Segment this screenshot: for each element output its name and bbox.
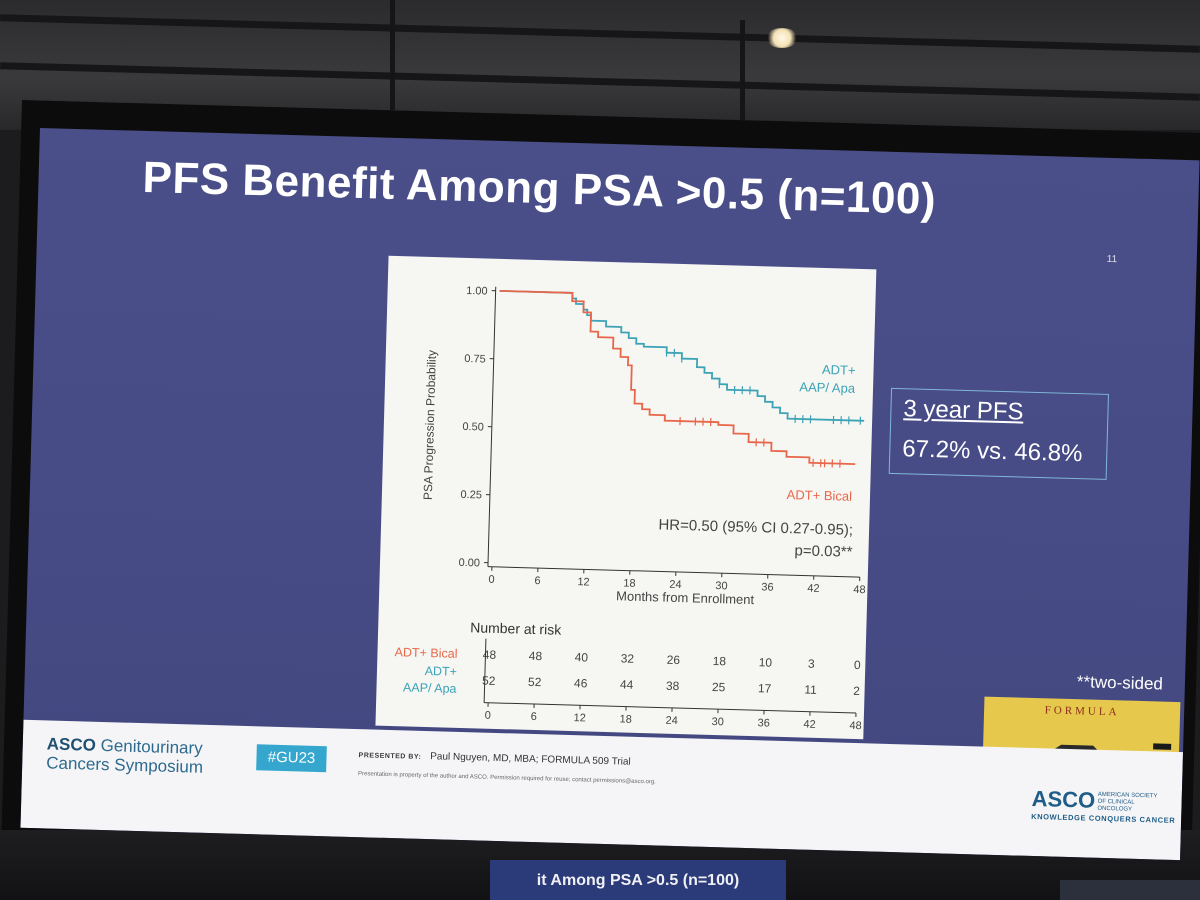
pfs-summary-heading: 3 year PFS [903, 395, 1024, 426]
risk-table-y-axis [483, 638, 487, 703]
risk-count: 38 [666, 679, 680, 693]
series-label-bical: ADT+ Bical [786, 487, 852, 504]
reuse-disclaimer: Presentation is property of the author a… [357, 771, 656, 786]
x-tick-label: 30 [715, 580, 728, 592]
x-tick-label: 42 [807, 583, 820, 595]
risk-row-label: ADT+ Bical [394, 645, 457, 661]
risk-count: 46 [574, 676, 588, 690]
y-tick-label: 0.75 [464, 353, 486, 366]
ceiling-truss [740, 20, 745, 120]
risk-count: 44 [620, 677, 634, 691]
hashtag-badge: #GU23 [256, 744, 327, 773]
risk-count: 48 [483, 648, 497, 662]
x-tick-label: 18 [623, 577, 636, 589]
x-tick-label: 48 [853, 584, 866, 596]
slide-title: PFS Benefit Among PSA >0.5 (n=100) [141, 152, 937, 225]
risk-table-tick-label: 36 [757, 717, 770, 729]
risk-count: 11 [804, 683, 817, 697]
risk-table-tick-label: 42 [803, 719, 816, 731]
risk-table-tick-label: 48 [849, 720, 862, 732]
series-label-apa: ADT+ [822, 362, 856, 378]
risk-row-label: AAP/ Apa [403, 680, 457, 695]
hr-annotation: p=0.03** [794, 542, 853, 561]
risk-count: 2 [853, 684, 860, 698]
risk-table-tick-label: 30 [711, 716, 724, 728]
asco-gu-line2: Cancers Symposium [46, 753, 204, 777]
x-tick-label: 24 [669, 579, 682, 591]
y-tick-label: 0.00 [458, 557, 480, 570]
y-axis-title: PSA Progression Probability [421, 350, 439, 500]
y-tick-label: 1.00 [466, 285, 488, 298]
presented-by-label: PRESENTED BY: [358, 752, 422, 761]
risk-count: 3 [808, 657, 815, 671]
x-tick-label: 36 [761, 581, 774, 593]
risk-count: 0 [854, 658, 861, 672]
risk-count: 40 [575, 650, 589, 664]
side-monitor [1060, 880, 1200, 900]
y-tick-label: 0.25 [460, 489, 482, 502]
series-label-apa: AAP/ Apa [799, 379, 856, 396]
presenter-name: Paul Nguyen, MD, MBA; FORMULA 509 Trial [430, 751, 631, 768]
pfs-summary-value: 67.2% vs. 46.8% [902, 435, 1083, 468]
risk-count: 18 [713, 654, 727, 668]
km-chart: 0.000.250.500.751.000 6 12 18 24 30 36 42 48Mont… [394, 285, 866, 732]
risk-table-tick-label: 12 [573, 712, 586, 724]
ceiling-light [766, 28, 798, 48]
x-tick-label: 0 [488, 574, 494, 586]
x-tick-label: 6 [534, 575, 540, 587]
x-tick-label: 12 [577, 576, 590, 588]
asco-gu-prefix: ASCO [46, 734, 97, 755]
x-axis-line [487, 566, 860, 578]
km-plot-panel: 0.00 0.25 0.50 0.75 1.00 0 6 12 18 24 30 36 42 48 Mont… [375, 255, 877, 740]
km-curve-bical [499, 289, 856, 465]
asco-logo: ASCO [1031, 785, 1096, 813]
risk-table-x-axis [484, 702, 856, 714]
slide-number: 11 [1106, 253, 1118, 266]
x-axis-title: Months from Enrollment [616, 588, 755, 607]
risk-count: 52 [528, 675, 542, 689]
risk-table-title: Number at risk [470, 619, 562, 638]
repeat-monitor-title: it Among PSA >0.5 (n=100) [536, 872, 740, 889]
risk-count: 26 [667, 653, 681, 667]
repeat-monitor: it Among PSA >0.5 (n=100) [490, 860, 786, 900]
risk-count: 48 [529, 649, 543, 663]
asco-society-name: AMERICAN SOCIETY OF CLINICAL ONCOLOGY [1097, 791, 1158, 813]
risk-table-tick-label: 6 [531, 711, 537, 723]
pfs-summary-box: 3 year PFS 67.2% vs. 46.8% [888, 387, 1109, 480]
slide: PFS Benefit Among PSA >0.5 (n=100) 11 0.… [20, 128, 1200, 861]
risk-row-label: ADT+ [424, 664, 457, 679]
risk-table-tick-label: 18 [619, 713, 632, 725]
asco-gu-logo: ASCO Genitourinary Cancers Symposium [46, 734, 204, 776]
hr-annotation: HR=0.50 (95% CI 0.27-0.95); [658, 516, 853, 538]
risk-table-tick-label: 0 [485, 710, 491, 722]
ceiling-truss [390, 0, 395, 110]
risk-count: 52 [482, 674, 496, 688]
risk-table-tick-label: 24 [665, 715, 678, 727]
two-sided-footnote: **two-sided [1076, 672, 1164, 694]
y-tick-label: 0.50 [462, 421, 484, 434]
presenter-line: PRESENTED BY: Paul Nguyen, MD, MBA; FORM… [358, 749, 631, 768]
risk-count: 10 [758, 655, 772, 669]
risk-count: 25 [712, 680, 726, 694]
risk-count: 17 [758, 681, 772, 695]
risk-count: 32 [621, 651, 635, 665]
